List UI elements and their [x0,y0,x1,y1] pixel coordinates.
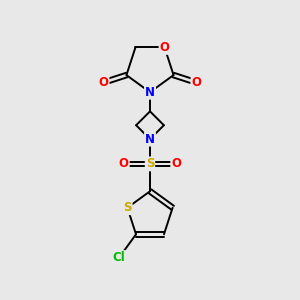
Text: O: O [191,76,202,89]
Text: N: N [145,133,155,146]
Text: O: O [118,158,129,170]
Text: S: S [146,158,154,170]
Text: N: N [145,86,155,99]
Text: O: O [98,76,109,89]
Text: Cl: Cl [113,251,125,264]
Text: O: O [171,158,182,170]
Text: O: O [160,41,170,54]
Text: S: S [123,201,132,214]
